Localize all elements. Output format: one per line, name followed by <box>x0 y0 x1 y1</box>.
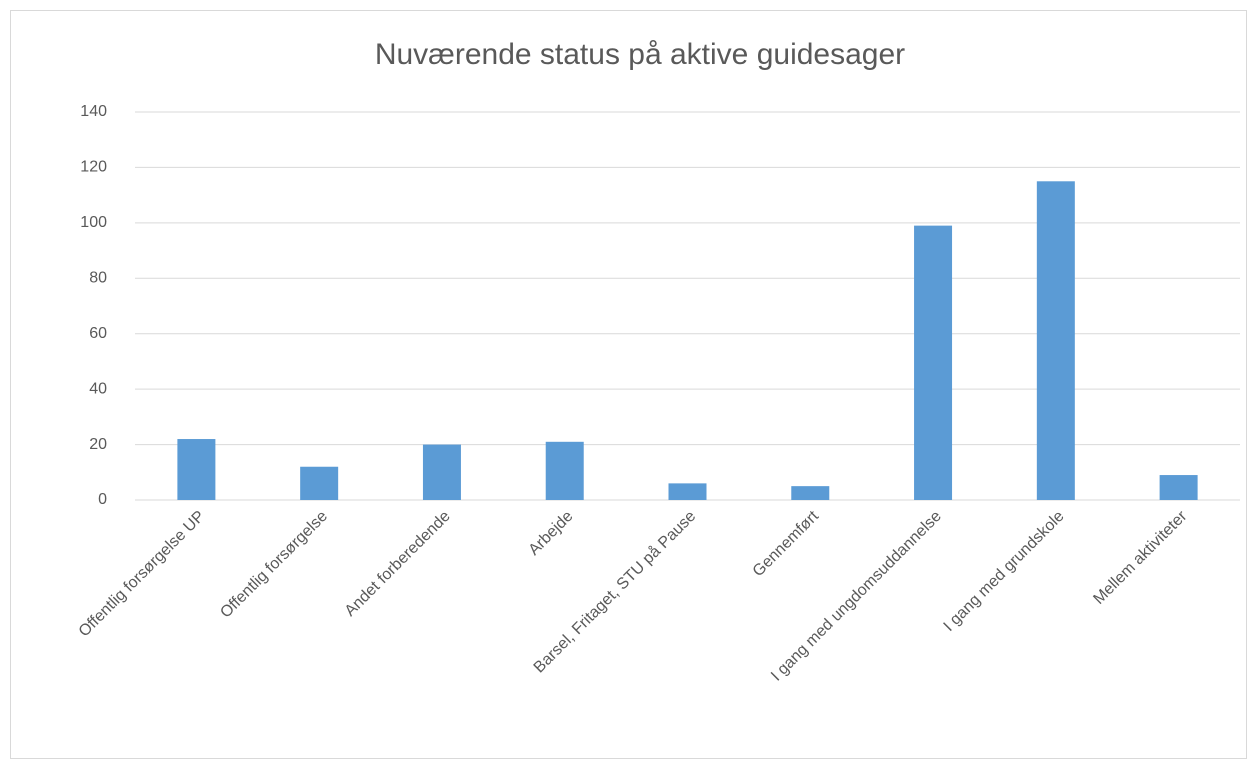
bar <box>1159 475 1198 500</box>
bar <box>914 225 953 500</box>
bar <box>177 439 216 500</box>
bar <box>545 441 584 500</box>
y-tick-label: 120 <box>80 159 107 176</box>
bar <box>300 466 339 500</box>
y-tick-label: 140 <box>80 103 107 120</box>
y-tick-label: 100 <box>80 214 107 231</box>
bar <box>668 483 707 500</box>
bar <box>1036 181 1075 501</box>
y-tick-label: 0 <box>98 491 107 508</box>
bar <box>422 444 461 500</box>
y-tick-label: 80 <box>89 270 107 287</box>
chart-title: Nuværende status på aktive guidesager <box>375 38 905 71</box>
y-tick-label: 60 <box>89 325 107 342</box>
y-tick-label: 20 <box>89 436 107 453</box>
y-tick-label: 40 <box>89 380 107 397</box>
bar <box>791 486 830 500</box>
